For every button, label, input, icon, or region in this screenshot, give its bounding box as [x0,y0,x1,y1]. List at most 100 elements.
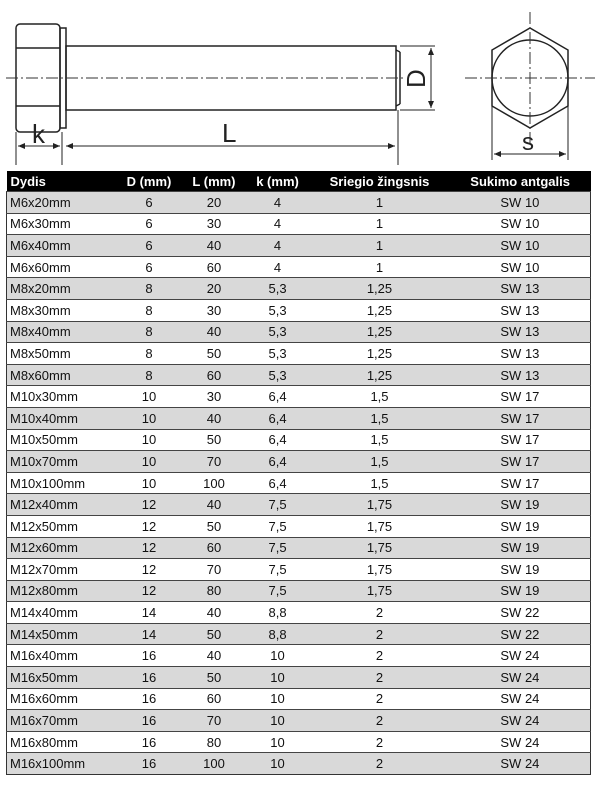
table-cell: 8 [115,277,183,300]
table-cell: 40 [182,234,246,257]
table-cell: SW 17 [449,428,591,451]
table-cell: 50 [182,666,246,689]
table-cell: SW 24 [449,709,591,732]
table-cell: 2 [309,666,450,689]
table-cell: 4 [245,212,310,235]
table-cell: M10x100mm [6,471,116,494]
table-cell: SW 13 [449,277,591,300]
table-cell: SW 19 [449,514,591,537]
table-row: M6x40mm 6 40 4 1 SW 10 [6,234,591,257]
table-cell: 7,5 [245,493,310,516]
table-cell: 30 [182,298,246,322]
table-cell: 80 [182,579,246,602]
table-cell: 7,5 [245,579,310,602]
table-cell: SW 19 [449,536,591,559]
table-cell: 1,75 [309,514,450,537]
table-cell: 4 [245,191,310,214]
table-row: M12x70mm 12 70 7,5 1,75 SW 19 [6,558,591,581]
table-row: M14x40mm 14 40 8,8 2 SW 22 [6,601,591,624]
table-cell: 1 [309,234,450,257]
table-cell: 2 [309,601,450,624]
table-cell: M8x20mm [6,277,116,300]
table-cell: 6 [115,255,183,278]
table-cell: 70 [182,558,246,581]
table-row: M16x80mm 16 80 10 2 SW 24 [6,730,591,753]
table-row: M10x100mm 10 100 6,4 1,5 SW 17 [6,471,591,494]
table-row: M10x70mm 10 70 6,4 1,5 SW 17 [6,450,591,473]
column-header: D (mm) [115,171,183,192]
table-cell: 7,5 [245,514,310,537]
table-cell: SW 10 [449,212,591,235]
table-row: M10x40mm 10 40 6,4 1,5 SW 17 [6,406,591,430]
bolt-size-table: Dydis D (mm) L (mm) k (mm) Sriegio žingsnis S… [6,171,591,775]
table-cell: 10 [245,687,310,710]
table-cell: 100 [182,471,246,494]
table-cell: 70 [182,709,246,732]
table-cell: 60 [182,536,246,559]
table-cell: M14x40mm [6,601,116,624]
table-cell: 2 [309,709,450,732]
table-cell: SW 19 [449,493,591,516]
table-cell: 1,5 [309,471,450,494]
table-cell: 50 [182,428,246,451]
label-L: L [222,118,236,148]
table-cell: SW 22 [449,601,591,624]
table-cell: 7,5 [245,536,310,559]
table-cell: M16x100mm [6,752,116,775]
table-row: M12x60mm 12 60 7,5 1,75 SW 19 [6,536,591,559]
table-cell: M16x80mm [6,730,116,753]
table-cell: SW 10 [449,234,591,257]
table-cell: 1,25 [309,277,450,300]
table-cell: 10 [115,428,183,451]
table-cell: 60 [182,687,246,710]
table-cell: 16 [115,730,183,753]
table-cell: M8x30mm [6,298,116,322]
table-cell: SW 24 [449,666,591,689]
table-cell: 2 [309,622,450,645]
table-cell: 6,4 [245,385,310,408]
table-cell: 10 [245,752,310,775]
table-cell: 1,5 [309,428,450,451]
table-cell: 6 [115,191,183,214]
table-cell: 1,25 [309,298,450,322]
table-cell: SW 13 [449,298,591,322]
table-cell: 1,75 [309,536,450,559]
table-cell: 6 [115,212,183,235]
table-cell: 50 [182,514,246,537]
table-cell: M14x50mm [6,622,116,645]
label-k: k [32,119,46,149]
table-cell: M6x60mm [6,255,116,278]
table-cell: 16 [115,644,183,667]
table-cell: M12x50mm [6,514,116,537]
table-cell: SW 24 [449,730,591,753]
table-cell: 40 [182,406,246,430]
table-cell: 10 [245,666,310,689]
table-cell: 1 [309,212,450,235]
table-row: M10x50mm 10 50 6,4 1,5 SW 17 [6,428,591,451]
table-cell: 60 [182,363,246,386]
table-cell: M8x50mm [6,342,116,365]
table-cell: 10 [245,730,310,753]
table-cell: 12 [115,536,183,559]
table-cell: 1,5 [309,450,450,473]
table-cell: 20 [182,277,246,300]
table-cell: 40 [182,320,246,343]
table-cell: 70 [182,450,246,473]
table-cell: 50 [182,342,246,365]
column-header: k (mm) [245,171,310,192]
table-row: M12x40mm 12 40 7,5 1,75 SW 19 [6,493,591,516]
table-header: Dydis D (mm) L (mm) k (mm) Sriegio žingsnis S… [6,171,591,192]
table-cell: M16x50mm [6,666,116,689]
table-cell: 8 [115,363,183,386]
table-cell: SW 19 [449,558,591,581]
table-row: M12x80mm 12 80 7,5 1,75 SW 19 [6,579,591,602]
table-cell: SW 24 [449,644,591,667]
table-cell: M6x20mm [6,191,116,214]
table-cell: SW 13 [449,320,591,343]
table-cell: SW 10 [449,255,591,278]
table-cell: 1,25 [309,342,450,365]
table-cell: 60 [182,255,246,278]
table-cell: 5,3 [245,298,310,322]
table-cell: 2 [309,687,450,710]
table-cell: 20 [182,191,246,214]
